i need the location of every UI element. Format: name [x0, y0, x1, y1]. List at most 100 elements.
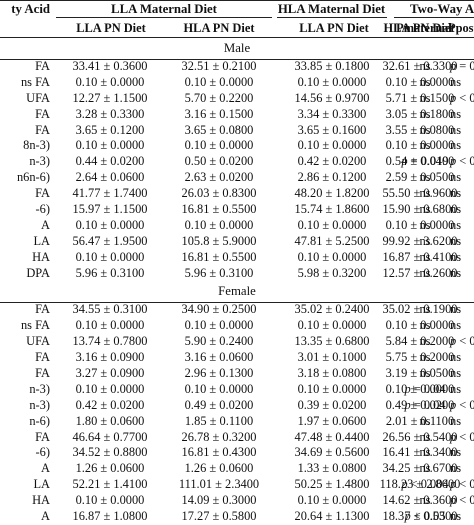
hla-hla-value: 35.02 ± 0.1900: [382, 302, 458, 317]
p-maternal-value: ns: [419, 413, 431, 428]
p-postnatal-value: p = 0.00: [450, 59, 474, 73]
p-postnatal-value: ns: [450, 170, 462, 185]
lla-hla-value: 0.10 ± 0.0000: [184, 318, 254, 333]
p-maternal-value: ns: [419, 90, 431, 105]
table-row: LA 56.47 ± 1.9500 105.8 ± 5.9000 47.81 ± 5.…: [0, 234, 474, 250]
p-postnatal-value: ns: [450, 233, 462, 248]
lla-hla-value: 2.63 ± 0.0200: [184, 170, 254, 185]
table-row: FA 3.27 ± 0.0900 2.96 ± 0.1300 3.18 ± 0.080…: [0, 366, 474, 382]
anova-underline: [394, 17, 474, 18]
p-maternal-value: ns: [419, 429, 431, 444]
lla-hla-value: 0.10 ± 0.0000: [184, 217, 254, 232]
lla-hla-value: 34.90 ± 0.2500: [181, 302, 257, 317]
p-maternal-value: ns: [419, 461, 431, 476]
table-row: DPA 5.96 ± 0.3100 5.96 ± 0.3100 5.98 ± 0.32…: [0, 266, 474, 282]
table-row: FA 41.77 ± 1.7400 26.03 ± 0.8300 48.20 ± 1.…: [0, 186, 474, 202]
row-name: FA: [35, 186, 50, 201]
row-name: LA: [33, 477, 50, 492]
header-bottom-rule: [0, 37, 474, 38]
lla-lla-value: 0.10 ± 0.0000: [75, 249, 145, 264]
hla-lla-value: 5.98 ± 0.3200: [297, 265, 367, 280]
hla-lla-value: 47.48 ± 0.4400: [294, 429, 370, 444]
lla-hla-value: 1.26 ± 0.0600: [184, 461, 254, 476]
p-maternal-value: p = 0.04: [404, 397, 446, 412]
p-postnatal-value: ns: [450, 249, 462, 264]
p-maternal-value: ns: [419, 170, 431, 185]
hla-underline: [277, 17, 387, 18]
row-name: HA: [32, 249, 50, 264]
table-row: HA 0.10 ± 0.0000 14.09 ± 0.3000 0.10 ± 0.00…: [0, 493, 474, 509]
hla-lla-value: 2.86 ± 0.1200: [297, 170, 367, 185]
hla-hla-value: 26.56 ± 0.5400: [382, 429, 458, 444]
table-row: n-3) 0.44 ± 0.0200 0.50 ± 0.0200 0.42 ± 0.0…: [0, 154, 474, 170]
hla-hla-value: 0.10 ± 0.0000: [385, 318, 455, 333]
lla-hla-value: 16.81 ± 0.5500: [181, 249, 257, 264]
row-name: A: [41, 461, 50, 476]
lla-lla-value: 0.10 ± 0.0000: [75, 74, 145, 89]
hla-lla-value: 3.65 ± 0.1600: [297, 122, 367, 137]
hla-lla-value: 34.69 ± 0.5600: [294, 445, 370, 460]
lla-lla-value: 3.65 ± 0.1200: [75, 122, 145, 137]
hla-lla-value: 48.20 ± 1.8200: [294, 186, 370, 201]
hla-lla-value: 13.35 ± 0.6800: [294, 334, 370, 349]
lla-hla-value: 5.96 ± 0.3100: [184, 265, 254, 280]
p-maternal-value: ns: [419, 249, 431, 264]
row-name: n6n-6): [16, 170, 50, 185]
row-name: FA: [35, 106, 50, 121]
row-name: A: [41, 217, 50, 232]
row-name: DPA: [26, 265, 50, 280]
p-postnatal-value: ns: [450, 217, 462, 232]
lla-hla-value: 3.16 ± 0.0600: [184, 350, 254, 365]
lla-hla-value: 16.81 ± 0.4300: [181, 445, 257, 460]
row-name: FA: [35, 59, 50, 73]
hla-lla-value: 0.42 ± 0.0200: [297, 154, 367, 169]
hla-hla-value: 99.92 ± 3.6200: [382, 233, 458, 248]
table-row: FA 3.16 ± 0.0900 3.16 ± 0.0600 3.01 ± 0.100…: [0, 350, 474, 366]
lla-lla-value: 52.21 ± 1.4100: [72, 477, 148, 492]
table-row: FA 3.65 ± 0.1200 3.65 ± 0.0800 3.65 ± 0.160…: [0, 123, 474, 139]
table-row: FA 46.64 ± 0.7700 26.78 ± 0.3200 47.48 ± 0.…: [0, 430, 474, 446]
row-name: ns FA: [20, 74, 50, 89]
lla-lla-value: 5.96 ± 0.3100: [75, 265, 145, 280]
hla-lla-value: 0.10 ± 0.0000: [297, 318, 367, 333]
hla-lla-value: 0.10 ± 0.0000: [297, 138, 367, 153]
table-row: A 0.10 ± 0.0000 0.10 ± 0.0000 0.10 ± 0.0000…: [0, 218, 474, 234]
lla-lla-value: 3.28 ± 0.3300: [75, 106, 145, 121]
lla-lla-value: 1.26 ± 0.0600: [75, 461, 145, 476]
row-name: n-6): [29, 413, 50, 428]
hla-lla-value: 3.18 ± 0.0800: [297, 366, 367, 381]
hla-lla-value: 15.74 ± 1.8600: [294, 202, 370, 217]
hla-hla-value: 5.75 ± 0.2000: [385, 350, 455, 365]
table-row: LA 52.21 ± 1.4100 111.01 ± 2.3400 50.25 ± 1…: [0, 477, 474, 493]
row-name: n-3): [29, 381, 50, 396]
p-maternal-value: ns: [419, 74, 431, 89]
row-name: UFA: [26, 334, 50, 349]
hla-hla-value: 32.61 ± 0.3300: [382, 59, 458, 73]
hla-hla-value: 3.05 ± 0.1800: [385, 106, 455, 121]
hla-hla-value: 16.87 ± 0.4100: [382, 249, 458, 264]
lla-lla-value: 46.64 ± 0.7700: [72, 429, 148, 444]
header-lla-pn-2: LLA PN Diet: [299, 21, 369, 35]
lla-hla-value: 26.03 ± 0.8300: [181, 186, 257, 201]
lla-hla-value: 5.70 ± 0.2200: [184, 90, 254, 105]
p-postnatal-value: p < 0.00: [450, 154, 474, 169]
table-row: n-6) 1.80 ± 0.0600 1.85 ± 0.1100 1.97 ± 0.0…: [0, 414, 474, 430]
hla-lla-value: 33.85 ± 0.1800: [294, 59, 370, 73]
hla-lla-value: 35.02 ± 0.2400: [294, 302, 370, 317]
p-postnatal-value: ns: [450, 318, 462, 333]
lla-hla-value: 1.85 ± 0.1100: [184, 413, 254, 428]
p-maternal-value: ns: [419, 59, 431, 73]
hla-hla-value: 0.10 ± 0.0000: [385, 381, 455, 396]
p-postnatal-value: p < 0.00: [450, 397, 474, 412]
header-ppostnatal: Ppostna: [448, 21, 474, 35]
hla-hla-value: 0.49 ± 0.0200: [385, 397, 455, 412]
table-row: FA 3.28 ± 0.3300 3.16 ± 0.1500 3.34 ± 0.330…: [0, 107, 474, 123]
lla-hla-value: 111.01 ± 2.3400: [178, 477, 260, 492]
header-pmaternal: Pmaternal: [396, 21, 452, 35]
p-maternal-value: ns: [419, 106, 431, 121]
row-name: 8n-3): [23, 138, 50, 153]
lla-lla-value: 41.77 ± 1.7400: [72, 186, 148, 201]
lla-lla-value: 15.97 ± 1.1500: [72, 202, 148, 217]
row-name: -6): [35, 202, 50, 217]
hla-hla-value: 0.10 ± 0.0000: [385, 217, 455, 232]
